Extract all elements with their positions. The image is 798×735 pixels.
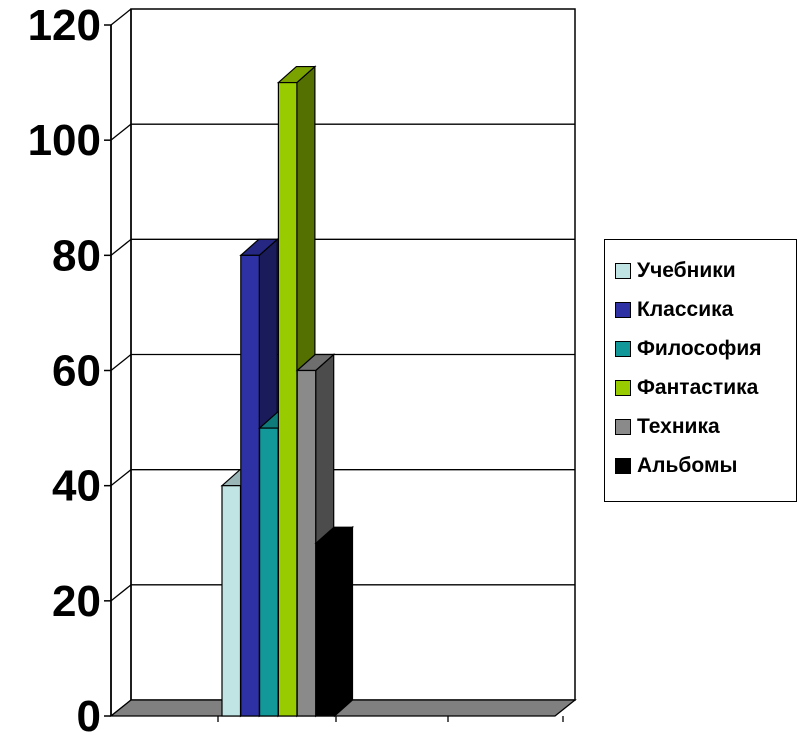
y-tick-label: 20	[52, 577, 101, 626]
legend-swatch	[615, 380, 631, 396]
bar-front	[259, 427, 279, 717]
bar-side	[333, 525, 354, 718]
gridline-wall	[110, 123, 132, 141]
legend-label: Техника	[637, 415, 720, 438]
y-tick-label: 0	[77, 692, 101, 735]
legend-item-fantastika: Фантастика	[615, 374, 758, 402]
gridline-wall	[110, 238, 132, 256]
gridline-wall	[110, 353, 132, 372]
legend-swatch	[615, 263, 631, 279]
legend: Учебники Классика Философия Фантастика Т…	[604, 239, 797, 502]
gridline-wall	[110, 584, 132, 602]
y-axis	[104, 9, 132, 717]
legend-item-tekhnika: Техника	[615, 413, 720, 441]
legend-swatch	[615, 341, 631, 357]
bar-front	[277, 81, 298, 717]
legend-label: Учебники	[637, 259, 736, 282]
y-tick-label: 40	[52, 462, 101, 511]
bar-front	[315, 542, 336, 717]
legend-swatch	[615, 419, 631, 435]
legend-label: Классика	[637, 298, 734, 321]
bar-5	[314, 525, 355, 718]
legend-item-klassika: Классика	[615, 296, 733, 324]
y-tick-label: 120	[28, 1, 101, 50]
bar-front	[221, 485, 242, 717]
y-tick-label: 60	[52, 347, 101, 396]
y-tick-label: 100	[28, 116, 101, 165]
legend-swatch	[615, 302, 631, 318]
y-tick-labels: 0 20 40 60 80 100 120	[28, 1, 101, 735]
legend-item-uchebniki: Учебники	[615, 257, 736, 285]
legend-item-filosofiya: Философия	[615, 335, 762, 363]
bar-front	[296, 369, 317, 717]
gridline-wall	[110, 8, 132, 26]
legend-label: Альбомы	[637, 454, 738, 477]
legend-swatch	[615, 458, 631, 474]
y-tick-label: 80	[52, 231, 101, 280]
legend-label: Фантастика	[637, 376, 759, 399]
bars	[220, 65, 355, 718]
gridline-wall	[110, 469, 132, 487]
legend-label: Философия	[637, 337, 762, 360]
bar-front	[240, 254, 260, 717]
legend-item-albomy: Альбомы	[615, 452, 737, 480]
